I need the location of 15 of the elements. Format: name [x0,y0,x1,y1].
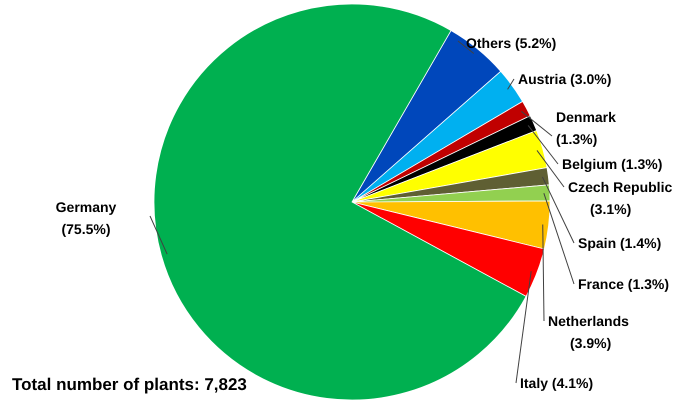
slice-label: Denmark [556,109,616,125]
text: Total number of plants: 7,823 [12,375,247,394]
slice-label: Belgium (1.3%) [562,156,662,172]
slice-label: Others (5.2%) [466,35,556,51]
data-label: (3.1%) [590,201,632,217]
slice-label: Italy (4.1%) [520,375,594,391]
slice-label: Spain (1.4%) [578,235,662,251]
data-label: (1.3%) [556,131,598,147]
slice-label: Czech Republic [568,179,672,195]
data-label: (3.9%) [570,335,612,351]
slice-label: Germany [56,199,117,215]
slice-label: France (1.3%) [578,276,670,292]
data-label: (75.5%) [61,221,111,237]
slice-label: Austria (3.0%) [518,71,612,87]
slice-label: Netherlands [548,313,630,329]
